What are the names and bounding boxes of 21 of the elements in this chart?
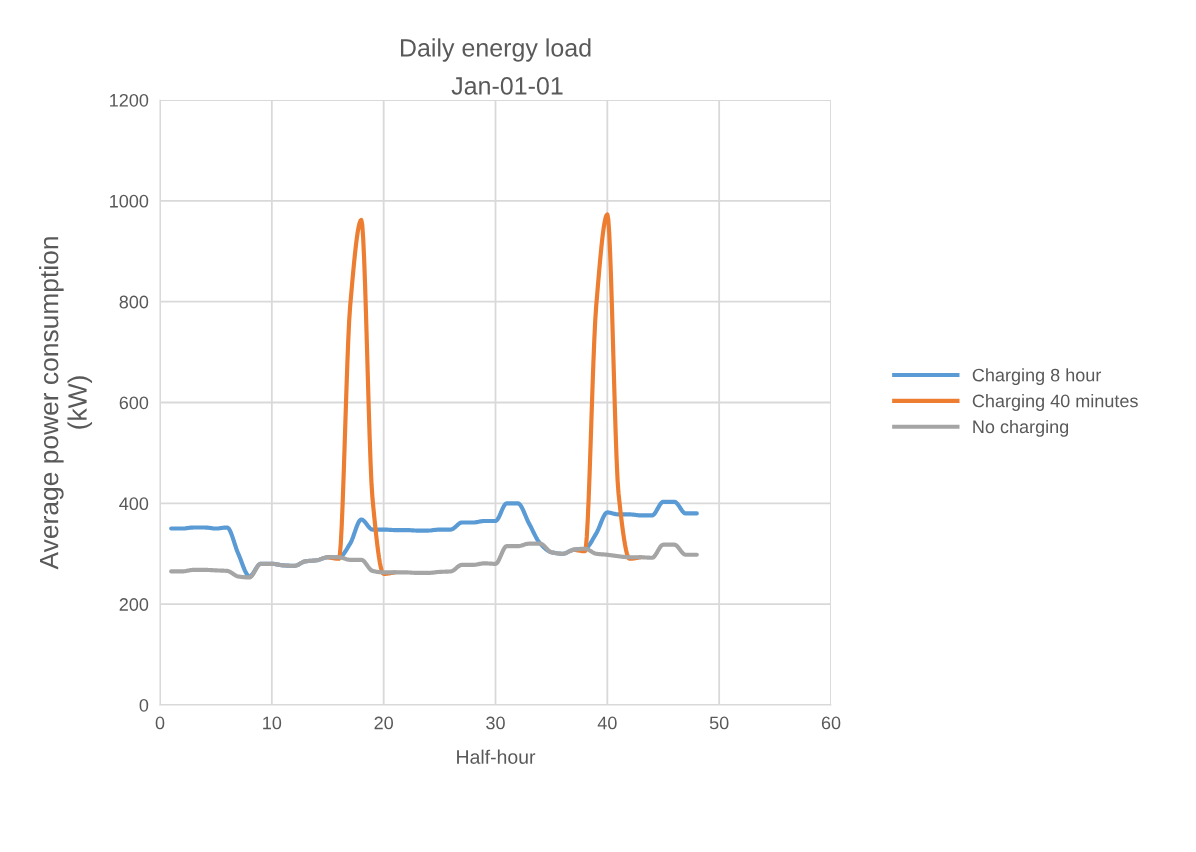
x-tick-label: 20 (374, 716, 393, 730)
legend-label: No charging (973, 419, 1069, 437)
x-tick-label: 10 (263, 716, 282, 730)
legend-label: Charging 40 minutes (972, 394, 1138, 411)
y-tick-label: 200 (119, 598, 149, 611)
x-tick-label: 0 (155, 716, 165, 730)
x-tick-label: 60 (821, 716, 841, 730)
y-tick-label: 1200 (110, 93, 149, 107)
y-axis-title: Average power consumption (kW) (39, 237, 93, 570)
y-tick-label: 400 (119, 497, 149, 511)
x-tick-label: 40 (597, 716, 617, 730)
y-tick-label: 600 (119, 396, 149, 410)
x-tick-label: 30 (486, 716, 505, 730)
y-tick-label: 0 (139, 698, 149, 712)
legend-label: Charging 8 hour (972, 368, 1102, 386)
chart-title: Daily energy load (400, 38, 591, 62)
y-tick-label: 800 (119, 295, 149, 309)
y-tick-label: 1000 (110, 194, 149, 208)
x-axis-title: Half-hour (457, 749, 536, 764)
x-tick-label: 50 (709, 716, 729, 730)
chart-subtitle: Jan-01-01 (451, 77, 563, 95)
